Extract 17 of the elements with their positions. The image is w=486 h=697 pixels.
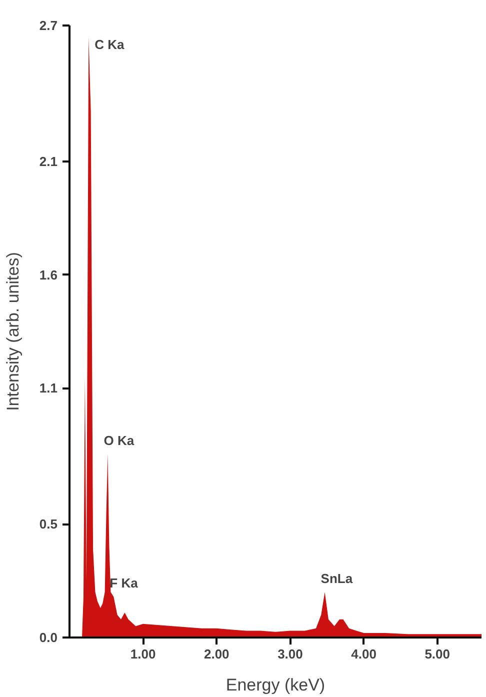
x-axis-title: Energy (keV): [226, 676, 326, 694]
x-tick-label: 4.00: [351, 646, 376, 662]
y-tick-label: 2.1: [39, 154, 58, 169]
x-tick-label: 1.00: [130, 646, 156, 662]
annotation: F Ka: [110, 576, 139, 591]
y-tick-label: 1.6: [39, 267, 58, 282]
y-axis-title: Intensity (arb. unites): [3, 252, 22, 411]
annotation: C Ka: [94, 36, 126, 52]
y-tick-label: 0.0: [39, 630, 58, 645]
x-tick-label: 5.00: [424, 646, 450, 662]
y-tick-label: 1.1: [39, 380, 58, 396]
y-tick-label: 0.5: [39, 516, 58, 532]
x-tick-label: 3.00: [278, 646, 303, 662]
annotation: SnLa: [320, 571, 354, 586]
annotation: O Ka: [104, 432, 135, 448]
x-tick-label: 2.00: [204, 646, 230, 662]
y-tick-label: 2.7: [39, 18, 58, 33]
